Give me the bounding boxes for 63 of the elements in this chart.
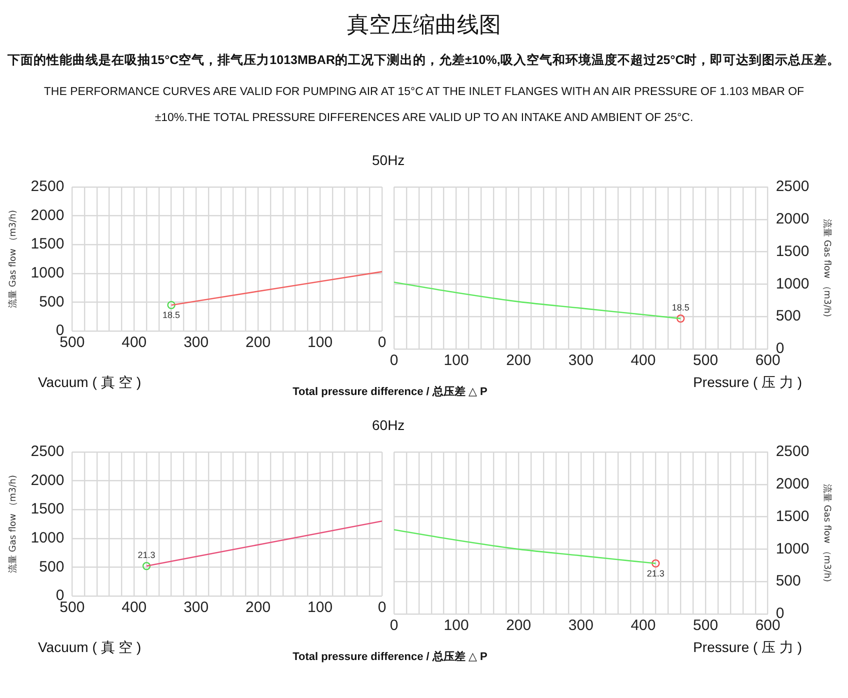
x-tick-label: 400: [630, 352, 656, 370]
annotation: 21.3: [646, 568, 664, 578]
y-tick-label: 1000: [776, 540, 810, 558]
text: THE PERFORMANCE CURVES ARE VALID FOR PUMPING AIR AT 15°C AT THE INLET FLANGES WITH AN AIR PRESSURE OF 1.103 MBAR OF ±10%.THE TOTAL PRESSURE DIFFERENCES ARE VALID UP TO AN INTAKE AND AMBIENT OF 25°C.: [44, 86, 804, 124]
x-tick-label: 400: [630, 617, 656, 634]
y-tick-label: 500: [39, 293, 64, 310]
x-tick-label: 100: [444, 352, 469, 370]
x-tick-label: 100: [308, 334, 333, 352]
annotation: 18.5: [672, 302, 690, 313]
x-tick-label: 300: [568, 352, 594, 370]
x-tick-label: 300: [568, 617, 594, 634]
y-tick-label: 500: [776, 308, 801, 325]
chart-title: 50Hz: [372, 152, 405, 168]
x-tick-label: 200: [246, 334, 271, 352]
y-tick-label: 2500: [776, 443, 810, 460]
x-tick-label: 100: [308, 599, 333, 616]
y-tick-label: 1500: [30, 236, 64, 253]
x-tick-label: 0: [390, 617, 398, 634]
y-tick-label: 2000: [30, 472, 64, 489]
annotation: 18.5: [162, 310, 180, 320]
text: 真空压缩曲线图: [346, 11, 502, 39]
x-tick-label: 400: [122, 599, 147, 616]
x-tick-label: 600: [755, 352, 780, 370]
x-tick-label: 300: [184, 599, 209, 616]
y-axis-title: 流量 Gas flow （m3/h): [8, 474, 19, 574]
y-tick-label: 1000: [30, 530, 64, 547]
x-tick-label: 200: [246, 599, 271, 616]
x-axis-title: Vacuum ( 真 空 ): [38, 639, 142, 657]
x-tick-label: 0: [390, 352, 398, 370]
x-axis-title: Pressure ( 压 力 ): [693, 374, 802, 392]
x-tick-label: 600: [755, 617, 780, 634]
y-axis-title: 流量 Gas flow （m3/h): [8, 210, 19, 308]
x-axis-title: Vacuum ( 真 空 ): [38, 374, 142, 392]
y-tick-label: 2500: [30, 178, 64, 196]
x-tick-label: 200: [506, 352, 532, 370]
y-tick-label: 500: [776, 572, 801, 590]
x-tick-label: 300: [184, 334, 209, 352]
text: 下面的性能曲线是在吸抽15°C空气，排气压力1013MBAR的工况下测出的，允差±10%,吸入空气和环境温度不超过25°C时，即可达到图示总压差。: [6, 52, 842, 69]
y-axis-title: 流量 Gas flow （m3/h): [821, 218, 832, 318]
x-axis-title: Pressure ( 压 力 ): [693, 639, 802, 657]
y-tick-label: 1500: [776, 508, 810, 525]
text: Total pressure difference / 总压差 △ P: [292, 384, 488, 399]
x-tick-label: 200: [506, 617, 532, 634]
y-tick-label: 2000: [776, 476, 810, 493]
x-tick-label: 500: [693, 617, 718, 634]
y-tick-label: 1500: [30, 500, 64, 518]
y-tick-label: 500: [39, 558, 64, 576]
y-tick-label: 2000: [776, 210, 810, 228]
x-tick-label: 400: [122, 334, 147, 352]
chart-title: 60Hz: [372, 417, 405, 433]
x-tick-label: 100: [444, 617, 469, 634]
y-tick-label: 1000: [776, 275, 810, 292]
x-tick-label: 500: [693, 352, 718, 370]
y-tick-label: 1500: [776, 242, 810, 260]
y-tick-label: 2500: [776, 178, 810, 196]
x-tick-label: 0: [378, 334, 386, 352]
y-tick-label: 1000: [30, 264, 64, 282]
y-axis-title: 流量 Gas flow （m3/h): [821, 484, 832, 582]
y-tick-label: 2000: [30, 206, 64, 224]
annotation: 21.3: [138, 550, 156, 560]
y-tick-label: 2500: [30, 443, 64, 460]
x-tick-label: 0: [378, 599, 386, 616]
text: Total pressure difference / 总压差 △ P: [292, 650, 488, 664]
